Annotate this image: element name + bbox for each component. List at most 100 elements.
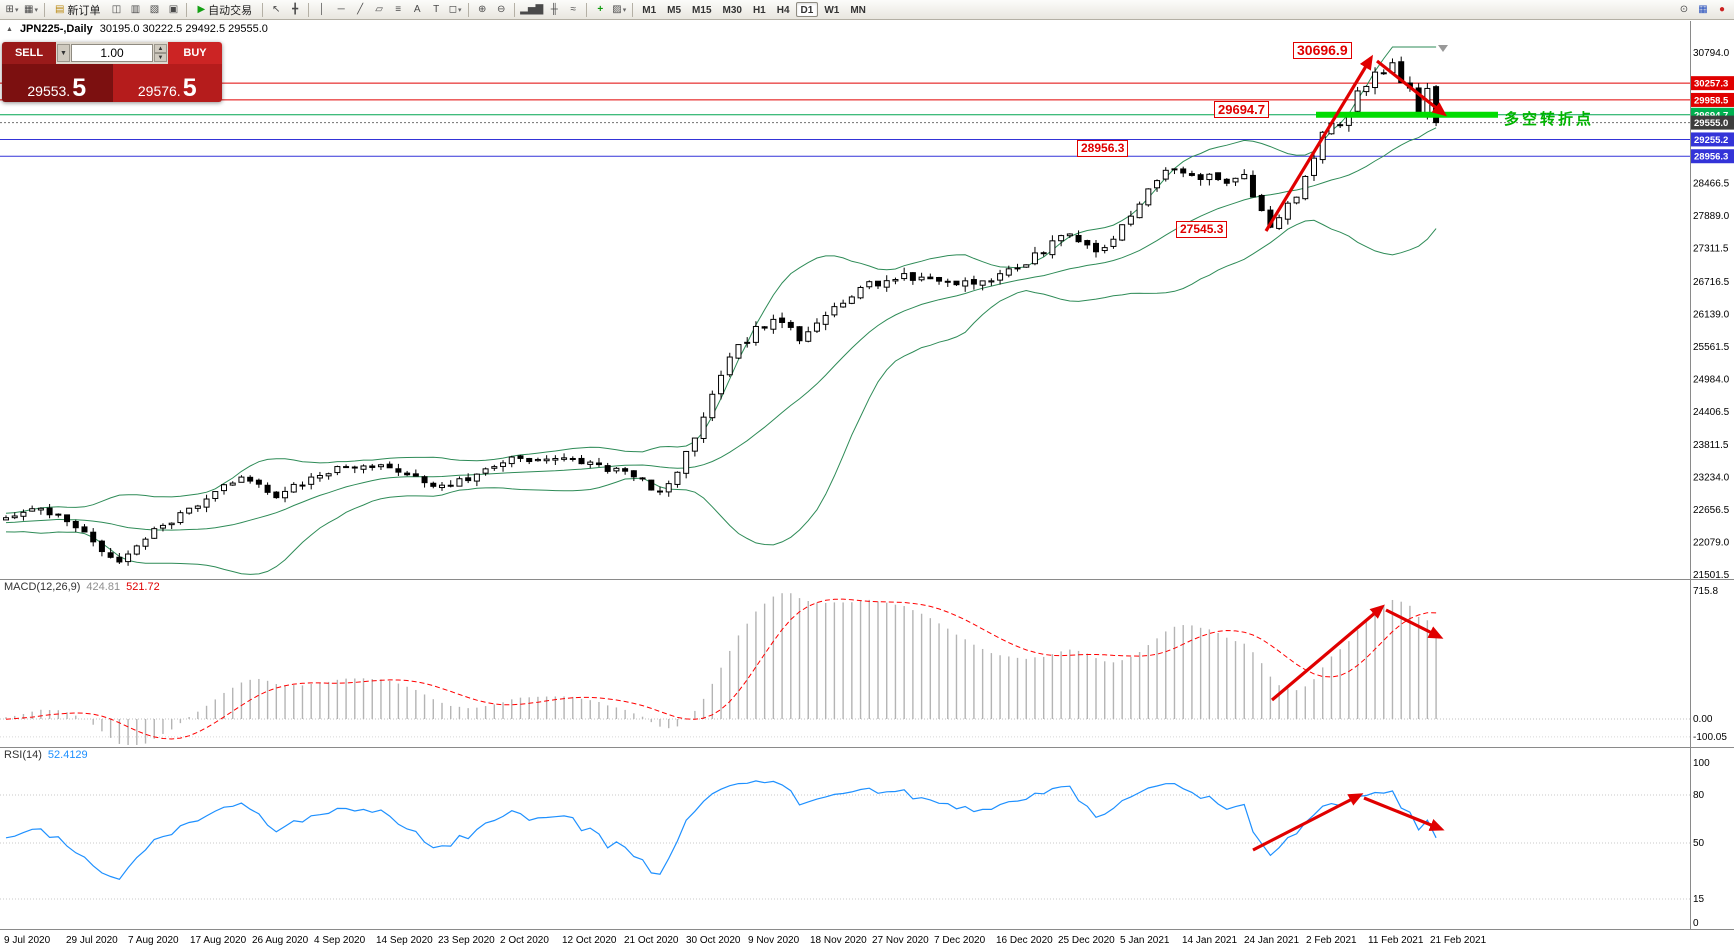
date-axis-label: 17 Aug 2020 [190,935,247,946]
chart-window[interactable]: 30794.0 28466.5 27889.0 27311.5 26716.5 26139… [0,21,1734,950]
trend-arrows[interactable] [1252,54,1448,852]
rsi-axis-tick: 50 [1693,838,1705,849]
profiles-tool[interactable]: ▦ ▾ [22,1,40,18]
trend-arrow[interactable] [1385,608,1444,639]
rsi-name: RSI(14) [4,749,42,761]
timeframe-mn-button[interactable]: MN [850,5,866,16]
candlestick-mode-tool[interactable]: ╫ [545,1,563,18]
price-chart-canvas[interactable]: 30794.0 28466.5 27889.0 27311.5 26716.5 26139… [0,21,1734,950]
buy-button[interactable]: BUY [168,42,222,64]
horizontal-line-icon: ─ [337,3,345,15]
timeframe-m5-button[interactable]: M5 [667,5,682,16]
timeframe-w1-button[interactable]: W1 [824,5,840,16]
shapes-tool[interactable]: ◻ ▾ [446,1,464,18]
volume-down-icon[interactable]: ▼ [154,53,167,62]
sell-button[interactable]: SELL [2,42,56,64]
crosshair-tool[interactable]: ╋ [286,1,304,18]
zoom-out-tool[interactable]: ⊖ [492,1,510,18]
sell-price-main: 29553. [27,82,71,99]
timeframe-h4-button[interactable]: H4 [776,5,790,16]
macd-main-value: 424.81 [86,581,121,593]
vertical-line-tool[interactable]: │ [313,1,331,18]
trend-arrow[interactable] [1270,604,1385,702]
horizontal-price-lines[interactable] [0,82,1690,157]
trend-arrow[interactable] [1252,793,1364,852]
new-order-button[interactable]: ▤ 新订单 [49,1,106,18]
toolbar-separator [632,2,634,17]
chart-windows-icon: ◫ [111,3,122,15]
crosshair-icon: ╋ [292,3,299,15]
line-chart-mode-icon: ≈ [570,3,576,15]
volume-dropdown-icon[interactable]: ▼ [57,44,70,62]
new-order-label: 新订单 [67,4,101,17]
horizontal-line-tool[interactable]: ─ [332,1,350,18]
date-axis-label: 11 Feb 2021 [1368,935,1424,946]
fibonacci-icon: ≡ [395,3,402,15]
price-axis-tick: 27311.5 [1693,244,1729,255]
timeframe-m30-button[interactable]: M30 [722,5,742,16]
rsi-value: 52.4129 [47,749,88,761]
toolbar-separator [514,2,516,17]
search-tool[interactable]: ⊙ [1675,1,1693,18]
date-axis-label: 7 Dec 2020 [934,935,986,946]
volume-up-icon[interactable]: ▲ [154,44,167,53]
chart-windows-tool[interactable]: ◫ [107,1,125,18]
macd-name: MACD(12,26,9) [4,581,81,593]
trend-arrow[interactable] [1264,54,1373,232]
chart-frame [0,21,1734,930]
bollinger-bands [5,46,1437,575]
svg-text:29958.5: 29958.5 [1694,95,1729,106]
date-axis-label: 21 Feb 2021 [1430,935,1487,946]
support-zone-bar[interactable] [1316,111,1498,118]
date-axis-label: 29 Jul 2020 [66,935,118,946]
market-watch-tool[interactable]: ▥ [126,1,144,18]
text-label-tool[interactable]: T [427,1,445,18]
new-chart-icon: ⊞ [5,3,14,15]
volume-input[interactable] [71,44,153,62]
cursor-tool[interactable]: ↖ [267,1,285,18]
rsi-axis-tick: 80 [1693,790,1705,801]
timeframe-d1-button[interactable]: D1 [795,2,819,17]
text-tool[interactable]: A [408,1,426,18]
profiles-dropdown-icon: ▾ [34,6,38,14]
timeframe-m1-button[interactable]: M1 [642,5,657,16]
macd-axis-tick: 0.00 [1693,714,1713,725]
new-chart-dropdown-icon: ▾ [14,6,19,14]
fibonacci-tool[interactable]: ≡ [389,1,407,18]
buy-price[interactable]: 29576. 5 [111,64,222,102]
one-click-trading-widget: SELL ▼ ▲ ▼ BUY 29553. 5 29576. 5 [2,42,222,102]
rsi-axis-tick: 15 [1693,894,1705,905]
svg-text:28956.3: 28956.3 [1694,152,1728,163]
templates-tool[interactable]: ▨ ▾ [610,1,628,18]
date-axis-label: 2 Feb 2021 [1306,935,1357,946]
rsi-axis-tick: 100 [1693,758,1710,769]
trend-arrow[interactable] [1376,59,1448,117]
price-line-axis-badge [1691,76,1734,91]
zoom-in-tool[interactable]: ⊕ [473,1,491,18]
price-axis-tick: 25561.5 [1693,342,1730,353]
layout-tool[interactable]: ▦ [1694,1,1712,18]
navigator-tool[interactable]: ▧ [145,1,163,18]
timeframe-h1-button[interactable]: H1 [752,5,766,16]
rsi-panel [0,780,1690,900]
bar-chart-mode-tool[interactable]: ▂▅▇ [519,1,544,18]
timeframe-m15-button[interactable]: M15 [692,5,712,16]
symbol-icon: ▲ [6,25,13,33]
trendline-tool[interactable]: ╱ [351,1,369,18]
rsi-axis-tick: 0 [1693,918,1699,929]
toolbar: ⊞ ▾ ▦ ▾ ▤ 新订单 ◫ ▥ ▧ ▣ ▶ 自动交易 ↖ ╋ │ ─ ╱ ▱ ≡ A T ◻ ▾ ⊕ ⊖ ▂▅▇ ╫ ≈ + ▨ ▾ M1… [0,0,1734,20]
trend-arrow[interactable] [1363,796,1445,831]
equidistant-channel-tool[interactable]: ▱ [370,1,388,18]
chart-shift-marker[interactable] [1438,45,1448,52]
date-axis-label: 24 Jan 2021 [1244,935,1299,946]
alerts-tool[interactable]: ● [1713,1,1731,18]
terminal-tool[interactable]: ▣ [164,1,182,18]
new-chart-tool[interactable]: ⊞ ▾ [3,1,21,18]
sell-price[interactable]: 29553. 5 [2,64,112,102]
navigator-icon: ▧ [149,3,160,15]
indicators-tool[interactable]: + [591,1,609,18]
auto-trading-button[interactable]: ▶ 自动交易 [191,1,258,18]
templates-dropdown-icon: ▾ [622,6,627,14]
volume-stepper[interactable]: ▲ ▼ [154,44,167,62]
line-chart-mode-tool[interactable]: ≈ [564,1,582,18]
